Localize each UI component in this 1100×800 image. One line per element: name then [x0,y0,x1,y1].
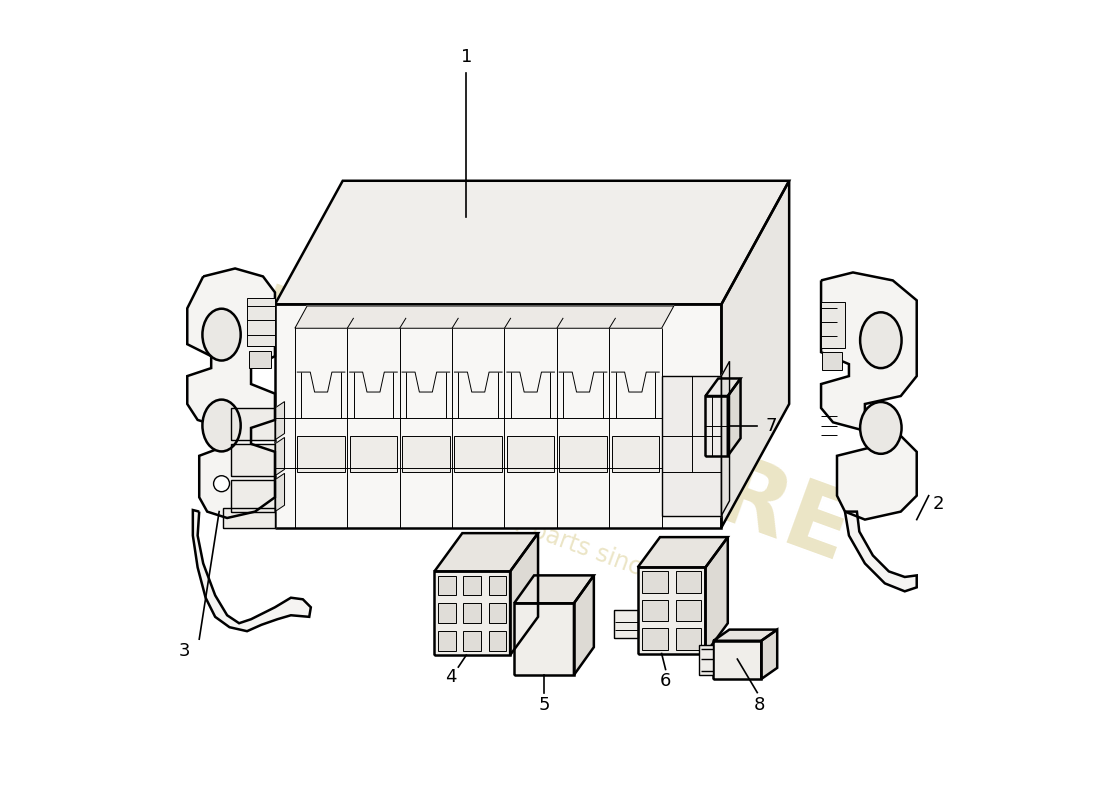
Bar [463,603,481,623]
Polygon shape [705,396,728,456]
Bar [821,302,845,348]
Polygon shape [231,408,275,440]
Bar [488,603,506,623]
Bar [438,631,455,651]
Bar [675,571,702,593]
Bar [675,628,702,650]
Polygon shape [705,537,728,654]
Polygon shape [510,533,538,655]
Polygon shape [661,376,722,515]
Bar [463,575,481,595]
Bar [700,645,714,675]
Bar [612,436,659,472]
Polygon shape [275,181,789,304]
Polygon shape [275,474,285,512]
Bar [463,631,481,651]
Bar [454,436,502,472]
Bar [438,603,455,623]
Bar [403,436,450,472]
Polygon shape [638,537,728,567]
Polygon shape [614,610,638,638]
Bar [641,599,668,622]
Ellipse shape [202,400,241,451]
Ellipse shape [202,309,241,361]
Bar [641,571,668,593]
Text: 4: 4 [444,669,456,686]
Text: a passion for parts since 1975: a passion for parts since 1975 [378,463,722,608]
Bar [641,628,668,650]
Text: 7: 7 [766,417,777,434]
Bar [675,599,702,622]
Polygon shape [514,603,574,675]
Ellipse shape [860,402,902,454]
Text: 6: 6 [660,672,671,690]
Polygon shape [714,641,761,679]
Text: 3: 3 [179,642,190,660]
Bar [249,350,271,368]
Circle shape [213,476,230,492]
Polygon shape [275,438,285,476]
Polygon shape [231,480,275,512]
Polygon shape [295,306,674,328]
Polygon shape [434,571,510,655]
Polygon shape [223,508,275,527]
Ellipse shape [860,312,902,368]
Bar [559,436,607,472]
Bar [297,436,345,472]
Polygon shape [705,378,740,396]
Polygon shape [574,575,594,675]
Polygon shape [514,575,594,603]
Bar [488,631,506,651]
Bar [488,575,506,595]
Polygon shape [275,402,285,440]
Polygon shape [821,273,916,519]
Polygon shape [192,510,311,631]
Polygon shape [845,512,916,591]
Bar [822,352,842,370]
Polygon shape [187,269,275,518]
Polygon shape [434,533,538,571]
Polygon shape [761,630,778,679]
Polygon shape [638,567,705,654]
Text: 5: 5 [539,695,550,714]
Polygon shape [728,378,740,456]
Text: EUROSPARE: EUROSPARE [236,281,864,583]
Bar [248,298,275,346]
Polygon shape [722,181,789,527]
Text: 2: 2 [933,494,944,513]
Text: 1: 1 [461,48,472,66]
Text: 8: 8 [754,695,766,714]
Bar [350,436,397,472]
Bar [507,436,554,472]
Polygon shape [722,362,729,515]
Polygon shape [275,304,722,527]
Bar [438,575,455,595]
Polygon shape [231,444,275,476]
Polygon shape [714,630,778,641]
